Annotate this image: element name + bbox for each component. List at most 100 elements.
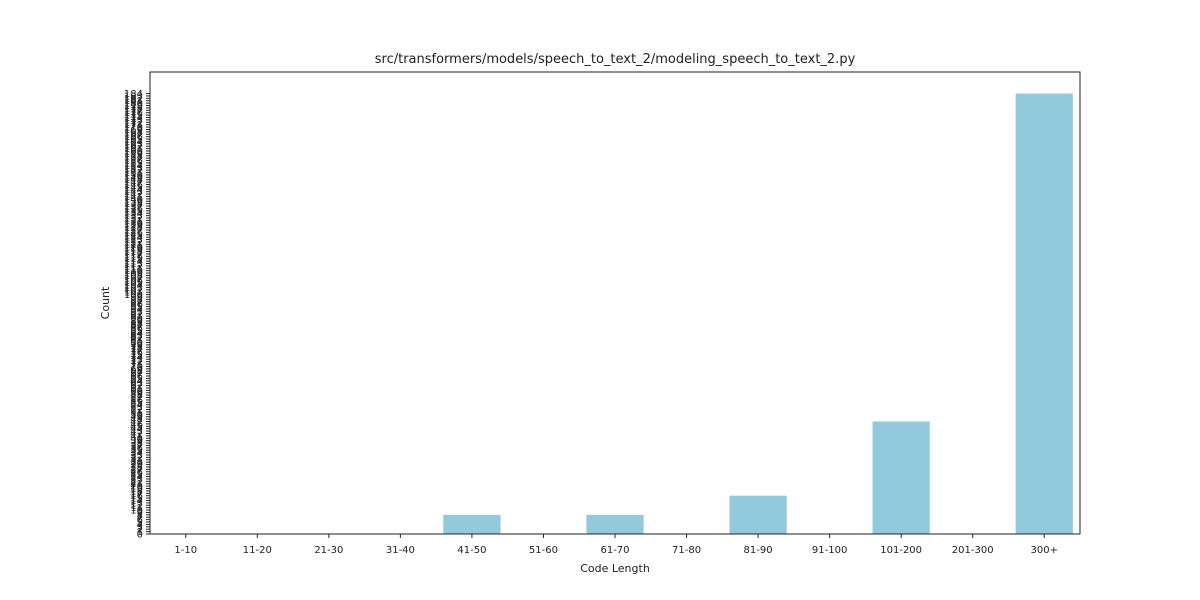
y-tick-label: 115 [124, 254, 143, 265]
y-tick-label: 67 [130, 369, 143, 380]
x-tick-label: 31-40 [386, 545, 415, 556]
y-tick-label: 56 [130, 395, 143, 406]
x-tick-label: 11-20 [243, 545, 272, 556]
y-tick-label: 14 [130, 496, 143, 507]
x-tick-label: 1-10 [174, 545, 197, 556]
y-tick-label: 101 [124, 288, 143, 299]
y-tick-label: 10 [130, 506, 143, 517]
y-tick-label: 114 [124, 257, 143, 268]
y-tick-label: 15 [130, 494, 143, 505]
y-tick-label: 55 [130, 398, 143, 409]
y-tick-label: 90 [130, 314, 143, 325]
y-tick-label: 94 [130, 304, 143, 315]
y-tick-label: 92 [130, 309, 143, 320]
y-tick-label: 104 [124, 281, 143, 292]
bar-300+ [1015, 93, 1073, 534]
y-tick-label: 100 [124, 290, 143, 301]
x-tick-label: 101-200 [880, 545, 922, 556]
y-tick-label: 80 [130, 338, 143, 349]
y-tick-label: 113 [124, 259, 143, 270]
y-tick-label: 74 [130, 352, 143, 363]
bar-41-50 [443, 514, 501, 534]
y-tick-label: 17 [130, 489, 143, 500]
y-tick-label: 38 [130, 439, 143, 450]
y-tick-label: 158 [124, 151, 143, 162]
y-tick-label: 126 [124, 228, 143, 239]
y-tick-label: 70 [130, 362, 143, 373]
y-tick-label: 145 [124, 182, 143, 193]
y-tick-label: 144 [124, 185, 143, 196]
y-tick-label: 99 [130, 293, 143, 304]
y-tick-label: 31 [130, 455, 143, 466]
y-tick-label: 82 [130, 333, 143, 344]
y-tick-label: 177 [124, 106, 143, 117]
y-tick-label: 103 [124, 283, 143, 294]
y-tick-label: 23 [130, 474, 143, 485]
y-tick-label: 24 [130, 472, 143, 483]
y-tick-label: 65 [130, 374, 143, 385]
y-tick-label: 97 [130, 297, 143, 308]
y-tick-label: 81 [130, 336, 143, 347]
y-tick-label: 108 [124, 271, 143, 282]
y-tick-label: 180 [124, 99, 143, 110]
y-tick-label: 148 [124, 175, 143, 186]
y-tick-label: 63 [130, 379, 143, 390]
y-tick-label: 175 [124, 111, 143, 122]
y-tick-label: 131 [124, 216, 143, 227]
y-tick-label: 125 [124, 230, 143, 241]
y-tick-label: 182 [124, 94, 143, 105]
y-tick-label: 75 [130, 350, 143, 361]
y-tick-label: 124 [124, 233, 143, 244]
y-tick-label: 35 [130, 446, 143, 457]
y-tick-label: 49 [130, 412, 143, 423]
y-tick-label: 25 [130, 470, 143, 481]
y-tick-label: 122 [124, 237, 143, 248]
y-tick-label: 60 [130, 386, 143, 397]
y-tick-label: 174 [124, 113, 143, 124]
y-tick-label: 98 [130, 295, 143, 306]
y-tick-label: 5 [137, 518, 143, 529]
x-tick-label: 41-50 [457, 545, 486, 556]
y-tick-label: 58 [130, 391, 143, 402]
y-tick-label: 39 [130, 436, 143, 447]
y-tick-label: 178 [124, 103, 143, 114]
y-tick-label: 128 [124, 223, 143, 234]
y-tick-label: 154 [124, 161, 143, 172]
y-tick-label: 33 [130, 451, 143, 462]
y-tick-label: 130 [124, 218, 143, 229]
y-tick-label: 140 [124, 194, 143, 205]
chart-title: src/transformers/models/speech_to_text_2… [375, 52, 856, 67]
y-tick-label: 3 [137, 522, 143, 533]
y-tick-label: 78 [130, 343, 143, 354]
y-tick-label: 120 [124, 242, 143, 253]
y-axis-label: Count [99, 286, 112, 319]
bar-81-90 [729, 495, 787, 534]
y-tick-label: 137 [124, 202, 143, 213]
y-tick-label: 36 [130, 443, 143, 454]
x-tick-label: 71-80 [672, 545, 701, 556]
y-tick-label: 64 [130, 376, 143, 387]
y-tick-label: 83 [130, 331, 143, 342]
y-tick-label: 2 [137, 525, 143, 536]
y-tick-label: 28 [130, 462, 143, 473]
y-tick-label: 169 [124, 125, 143, 136]
bar-61-70 [586, 514, 644, 534]
y-tick-label: 59 [130, 388, 143, 399]
y-tick-label: 157 [124, 154, 143, 165]
y-tick-label: 18 [130, 486, 143, 497]
y-tick-label: 48 [130, 415, 143, 426]
y-tick-label: 135 [124, 206, 143, 217]
y-tick-label: 119 [124, 245, 143, 256]
y-tick-label: 116 [124, 252, 143, 263]
y-tick-label: 181 [124, 96, 143, 107]
y-tick-label: 11 [130, 503, 143, 514]
y-tick-label: 16 [130, 491, 143, 502]
y-tick-label: 77 [130, 345, 143, 356]
x-tick-label: 51-60 [529, 545, 558, 556]
y-tick-label: 85 [130, 326, 143, 337]
y-tick-label: 12 [130, 501, 143, 512]
y-tick-label: 106 [124, 276, 143, 287]
y-tick-label: 61 [130, 383, 143, 394]
y-tick-label: 149 [124, 173, 143, 184]
